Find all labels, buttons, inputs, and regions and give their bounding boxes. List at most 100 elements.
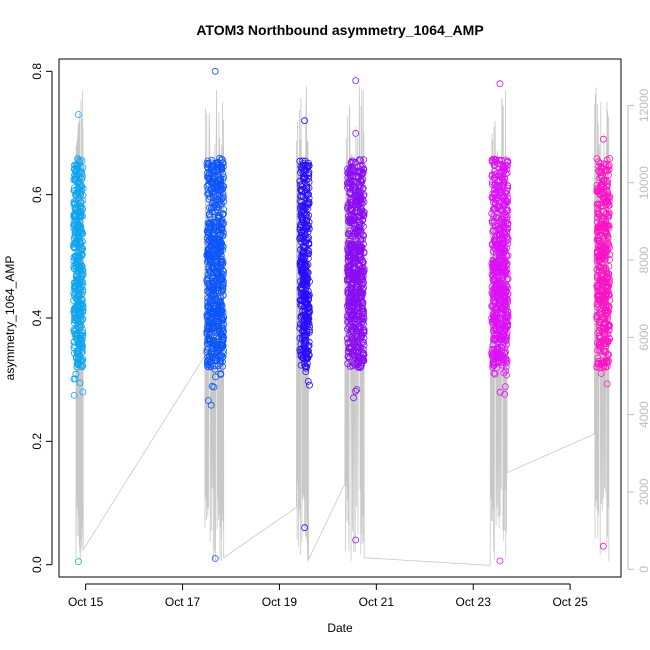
- data-point: [296, 186, 304, 194]
- data-point: [203, 346, 211, 354]
- data-point: [215, 348, 222, 355]
- data-point: [498, 271, 506, 279]
- data-point: [211, 246, 219, 254]
- data-point: [492, 283, 500, 291]
- data-point: [344, 165, 352, 173]
- data-point: [215, 214, 223, 222]
- data-point: [357, 333, 365, 341]
- data-point: [206, 213, 214, 221]
- data-point: [297, 268, 305, 276]
- data-point: [499, 178, 507, 186]
- data-point: [207, 314, 215, 322]
- data-point: [503, 197, 511, 205]
- data-point: [596, 263, 604, 271]
- data-point: [209, 337, 217, 345]
- data-point: [211, 67, 219, 75]
- data-point: [299, 249, 307, 257]
- data-point: [204, 227, 212, 235]
- data-point: [207, 321, 215, 329]
- data-point: [491, 331, 499, 339]
- data-point: [352, 264, 360, 272]
- data-point: [504, 275, 512, 283]
- data-point: [501, 291, 509, 299]
- data-point: [502, 363, 510, 371]
- data-point: [77, 300, 85, 308]
- data-point: [345, 348, 352, 356]
- data-point: [210, 172, 218, 179]
- data-point: [70, 253, 78, 261]
- data-point: [215, 318, 223, 326]
- data-point: [215, 353, 223, 360]
- data-point: [301, 200, 309, 208]
- data-point: [502, 213, 510, 221]
- data-point: [603, 187, 611, 195]
- data-point: [205, 236, 213, 244]
- data-point: [352, 387, 360, 395]
- data-point: [504, 240, 512, 248]
- data-point: [496, 80, 504, 88]
- data-point: [598, 167, 606, 175]
- data-point: [72, 190, 80, 198]
- data-point: [497, 335, 504, 342]
- data-point: [360, 165, 368, 173]
- data-point: [594, 360, 602, 368]
- data-point: [344, 286, 352, 294]
- data-point: [70, 316, 78, 324]
- data-point: [303, 310, 311, 317]
- data-point: [214, 287, 222, 294]
- data-point: [495, 359, 503, 367]
- data-point: [601, 330, 609, 338]
- data-point: [599, 135, 607, 143]
- data-point: [209, 194, 217, 202]
- data-point: [495, 182, 503, 190]
- data-point: [215, 305, 223, 313]
- data-point: [602, 290, 609, 298]
- data-point: [359, 196, 367, 204]
- data-point: [347, 179, 355, 187]
- data-point: [349, 173, 357, 181]
- data-point: [303, 184, 311, 192]
- data-point: [351, 255, 359, 263]
- data-point: [305, 239, 313, 247]
- data-point: [344, 266, 352, 274]
- data-point: [299, 354, 307, 362]
- data-point: [208, 159, 216, 167]
- data-point: [78, 237, 86, 245]
- data-point: [72, 192, 80, 200]
- data-point: [504, 182, 512, 190]
- series-6: [593, 135, 614, 550]
- data-point: [212, 178, 220, 186]
- data-point: [213, 252, 221, 260]
- data-point: [215, 250, 223, 258]
- data-point: [602, 237, 610, 245]
- data-point: [297, 187, 305, 195]
- data-point: [490, 313, 498, 321]
- data-point: [351, 225, 359, 233]
- data-point: [300, 332, 308, 340]
- data-point: [71, 252, 79, 260]
- data-point: [216, 201, 224, 209]
- data-point: [79, 251, 86, 259]
- data-point: [500, 193, 508, 201]
- data-point: [598, 163, 605, 171]
- data-point: [360, 156, 368, 164]
- data-point: [596, 187, 603, 195]
- data-point: [491, 318, 499, 326]
- data-point: [358, 256, 366, 264]
- data-point: [357, 235, 365, 243]
- data-point: [602, 319, 610, 327]
- data-point: [73, 355, 80, 363]
- data-point: [305, 194, 313, 202]
- data-point: [78, 301, 86, 309]
- data-point: [490, 286, 498, 294]
- data-point: [353, 179, 361, 187]
- data-point: [594, 274, 601, 282]
- series-5: [488, 80, 512, 565]
- data-point: [601, 245, 609, 253]
- data-point: [495, 325, 503, 333]
- data-point: [302, 368, 310, 376]
- data-point: [206, 267, 214, 275]
- data-point: [209, 179, 217, 187]
- data-point: [504, 207, 512, 215]
